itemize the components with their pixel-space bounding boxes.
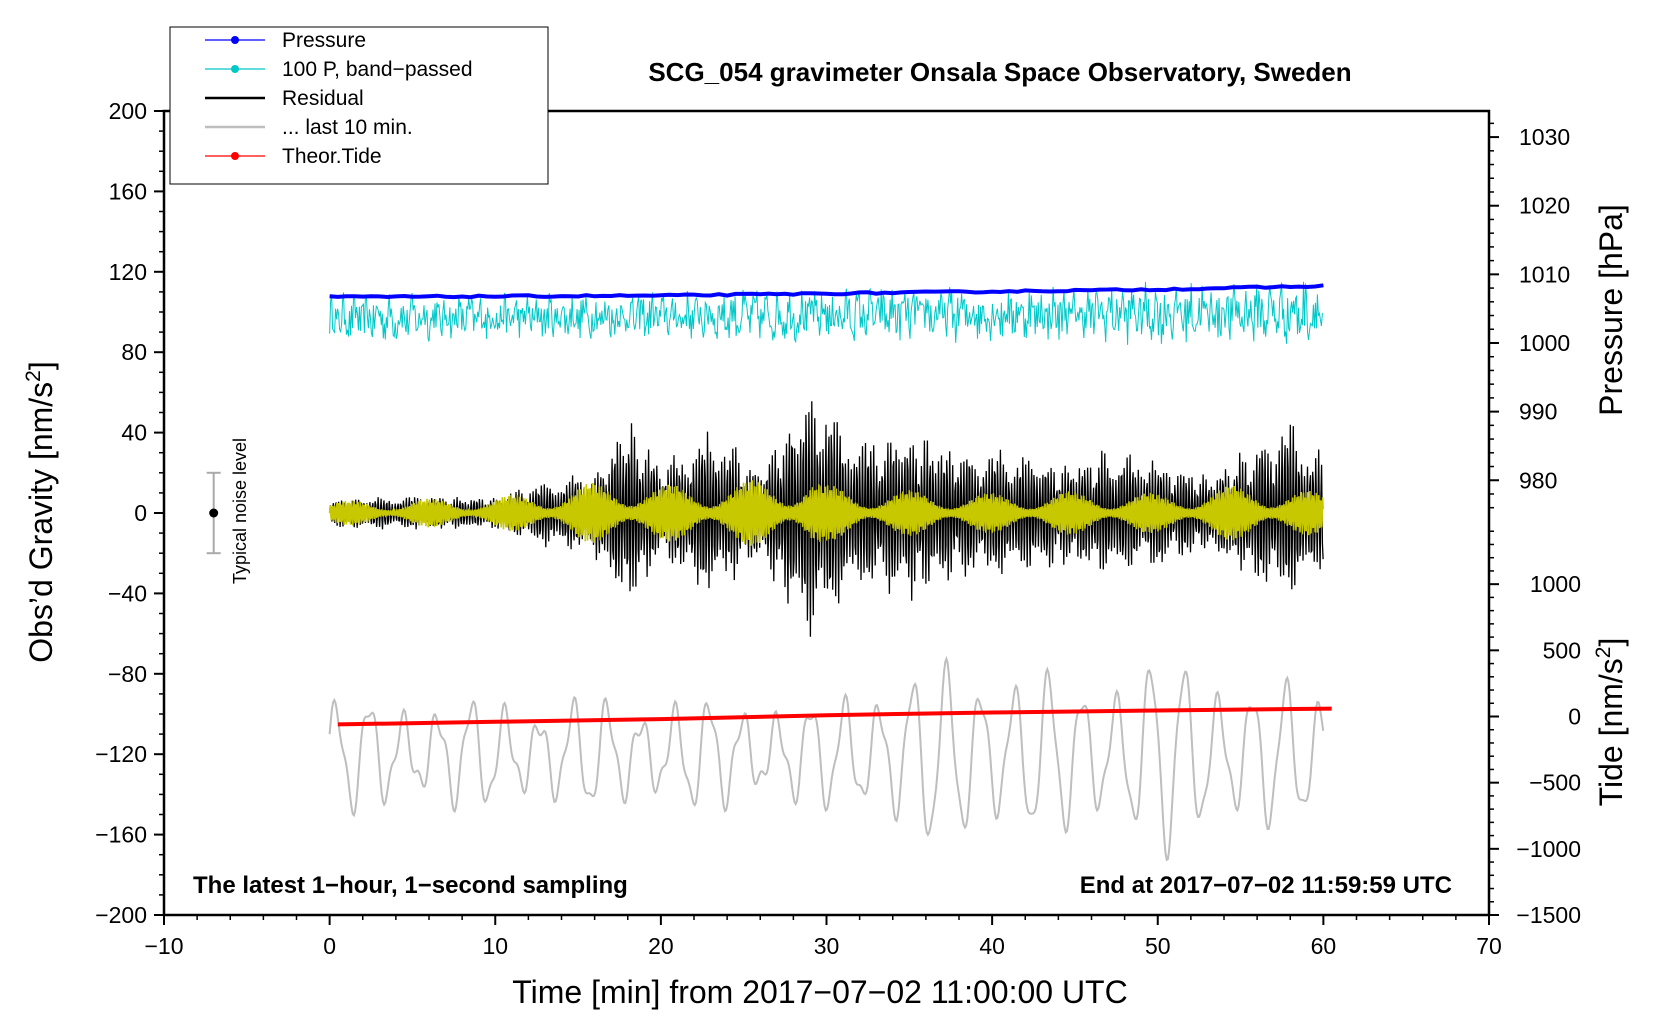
tide-tick-label: 0	[1568, 704, 1581, 730]
y-axis-pressure-title: Pressure [hPa]	[1593, 204, 1629, 416]
tide-title-sup: 2	[1592, 647, 1615, 659]
y-tick-label: 160	[109, 178, 147, 204]
y-axis-left-title: Obs’d Gravity [nm/s2]	[22, 361, 59, 663]
annotation-sampling: The latest 1−hour, 1−second sampling	[193, 872, 628, 899]
tide-title-end: ]	[1593, 638, 1629, 647]
legend-label: Theor.Tide	[282, 145, 382, 168]
tide-tick-label: −1000	[1516, 836, 1581, 862]
legend-marker	[231, 36, 239, 44]
noise-label: Typical noise level	[230, 438, 250, 584]
x-tick-label: 0	[323, 933, 336, 959]
pressure-tick-label: 1030	[1519, 124, 1570, 150]
series-pressure	[329, 283, 1324, 300]
data-layer	[328, 281, 1332, 862]
x-tick-label: 30	[814, 933, 840, 959]
legend: Pressure 100 P, band−passed Residual ... la…	[169, 26, 549, 185]
tide-title-main: Tide [nm/s	[1593, 658, 1629, 806]
x-tick-label: 40	[979, 933, 1005, 959]
chart-title: SCG_054 gravimeter Onsala Space Observat…	[648, 57, 1351, 87]
x-tick-label: −10	[144, 933, 183, 959]
legend-label: Residual	[282, 87, 364, 110]
series-residual-band	[328, 480, 1324, 546]
pressure-tick-label: 990	[1519, 399, 1557, 425]
series-last-10-min	[328, 655, 1325, 862]
y-tick-label: −200	[95, 902, 147, 928]
y-tick-label: 40	[121, 420, 147, 446]
noise-bar-center	[209, 508, 219, 518]
x-tick-label: 70	[1476, 933, 1502, 959]
y-tick-label: 200	[109, 98, 147, 124]
legend-marker	[231, 65, 239, 73]
y-axis-tide-title: Tide [nm/s2]	[1592, 638, 1629, 807]
pressure-tick-label: 1020	[1519, 193, 1570, 219]
pressure-tick-label: 1010	[1519, 261, 1570, 287]
y-tick-label: −40	[108, 580, 147, 606]
noise-indicator	[206, 471, 221, 555]
series-theoretical-tide	[337, 706, 1332, 727]
y-left-title-end: ]	[23, 361, 59, 370]
y-left-title-sup: 2	[22, 370, 45, 382]
x-tick-label: 20	[648, 933, 674, 959]
x-tick-label: 50	[1145, 933, 1171, 959]
axes-layer: −10 0 10 20 30 40 50 60 7020016012080400−40−80−1…	[95, 98, 1581, 959]
tide-tick-label: −500	[1529, 770, 1581, 796]
annotation-end-time: End at 2017−07−02 11:59:59 UTC	[1080, 872, 1452, 899]
legend-marker	[231, 152, 239, 160]
legend-label: 100 P, band−passed	[282, 58, 473, 81]
series-band-passed-pressure	[329, 281, 1323, 345]
x-axis-title: Time [min] from 2017−07−02 11:00:00 UTC	[512, 974, 1127, 1010]
y-left-title-main: Obs’d Gravity [nm/s	[23, 382, 59, 663]
legend-label: ... last 10 min.	[282, 116, 413, 139]
tide-tick-label: 500	[1543, 637, 1581, 663]
y-tick-label: 0	[134, 500, 147, 526]
pressure-tick-label: 980	[1519, 467, 1557, 493]
x-tick-label: 60	[1311, 933, 1337, 959]
tide-tick-label: 1000	[1530, 571, 1581, 597]
legend-label: Pressure	[282, 29, 366, 52]
x-tick-label: 10	[482, 933, 508, 959]
y-tick-label: −160	[95, 822, 147, 848]
pressure-tick-label: 1000	[1519, 330, 1570, 356]
y-tick-label: 80	[121, 339, 147, 365]
tide-tick-label: −1500	[1516, 902, 1581, 928]
y-tick-label: 120	[109, 259, 147, 285]
y-tick-label: −80	[108, 661, 147, 687]
y-tick-label: −120	[95, 741, 147, 767]
